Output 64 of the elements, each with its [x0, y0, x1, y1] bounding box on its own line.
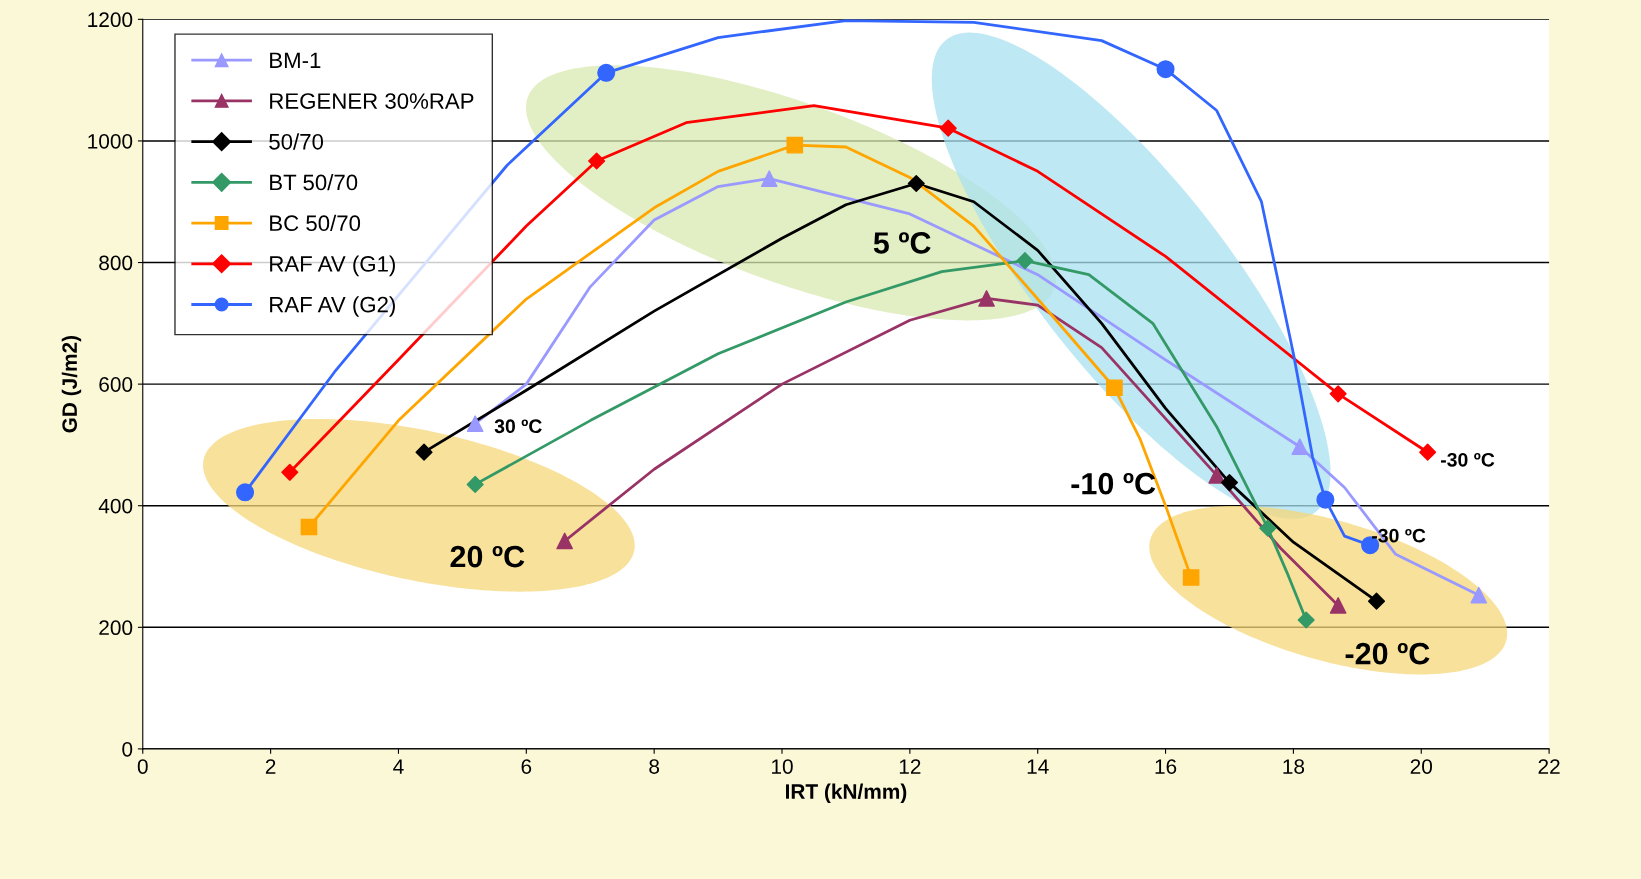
- point: [1367, 592, 1386, 610]
- x-tick-label: 0: [137, 759, 148, 774]
- y-tick-label: 800: [99, 255, 133, 271]
- point: [1220, 474, 1239, 492]
- annotation: 30 ºC: [494, 419, 542, 434]
- point: [786, 136, 804, 154]
- point: [588, 152, 606, 170]
- annotation: 5 ºC: [873, 232, 931, 254]
- legend-label: RAF AV (G1): [270, 255, 395, 277]
- y-tick-label: 1200: [88, 12, 133, 28]
- point: [1470, 586, 1488, 604]
- point: [300, 518, 318, 536]
- point: [1156, 60, 1175, 79]
- point: [760, 170, 778, 187]
- x-tick-label: 18: [1283, 759, 1305, 774]
- x-tick-label: 12: [899, 759, 921, 774]
- x-axis-title: IRT (kN/mm): [785, 783, 907, 804]
- point: [978, 290, 995, 307]
- point: [1208, 466, 1226, 484]
- annotation: -10 ºC: [1071, 472, 1156, 495]
- annotation: -20 ºC: [1345, 642, 1430, 665]
- x-tick-label: 10: [772, 759, 793, 774]
- point: [1259, 519, 1277, 537]
- annotation: 20 ºC: [450, 545, 525, 568]
- legend-label: REGENER 30%RAP: [270, 93, 474, 109]
- legend-label: BT 50/70: [270, 174, 358, 191]
- y-tick-label: 0: [122, 741, 133, 757]
- point: [415, 443, 433, 461]
- legend-label: 50/70: [269, 133, 324, 150]
- point: [236, 483, 255, 502]
- x-tick-label: 14: [1027, 759, 1049, 774]
- point: [1329, 385, 1347, 403]
- point: [556, 532, 574, 550]
- legend-label: BM-1: [270, 52, 321, 68]
- legend-label: RAF AV (G2): [270, 296, 395, 317]
- point: [281, 463, 299, 481]
- point: [1419, 443, 1437, 461]
- legend-label: BC 50/70: [270, 214, 361, 232]
- y-axis-title: GD (J/m2): [61, 335, 82, 433]
- y-tick-label: 200: [99, 620, 133, 636]
- x-tick-label: 2: [265, 759, 276, 774]
- x-tick-label: 20: [1410, 759, 1433, 774]
- point: [1329, 597, 1347, 614]
- x-tick-label: 16: [1155, 759, 1177, 774]
- point: [1291, 438, 1309, 456]
- point: [939, 119, 957, 137]
- point: [907, 174, 925, 193]
- point: [1016, 252, 1034, 270]
- point: [1297, 611, 1315, 629]
- annotation: -30 ºC: [1372, 528, 1426, 543]
- y-tick-label: 600: [99, 377, 133, 392]
- point: [1106, 379, 1123, 397]
- point: [1316, 490, 1335, 509]
- point: [466, 415, 484, 432]
- point: [1182, 569, 1200, 586]
- point: [597, 63, 616, 82]
- x-tick-label: 8: [649, 759, 660, 774]
- x-tick-label: 4: [393, 759, 404, 774]
- x-tick-label: 6: [521, 759, 532, 774]
- point: [466, 475, 484, 493]
- annotation: -30 ºC: [1440, 452, 1495, 467]
- x-tick-label: 22: [1538, 759, 1560, 774]
- y-tick-label: 400: [98, 498, 133, 514]
- y-tick-label: 1000: [88, 133, 133, 149]
